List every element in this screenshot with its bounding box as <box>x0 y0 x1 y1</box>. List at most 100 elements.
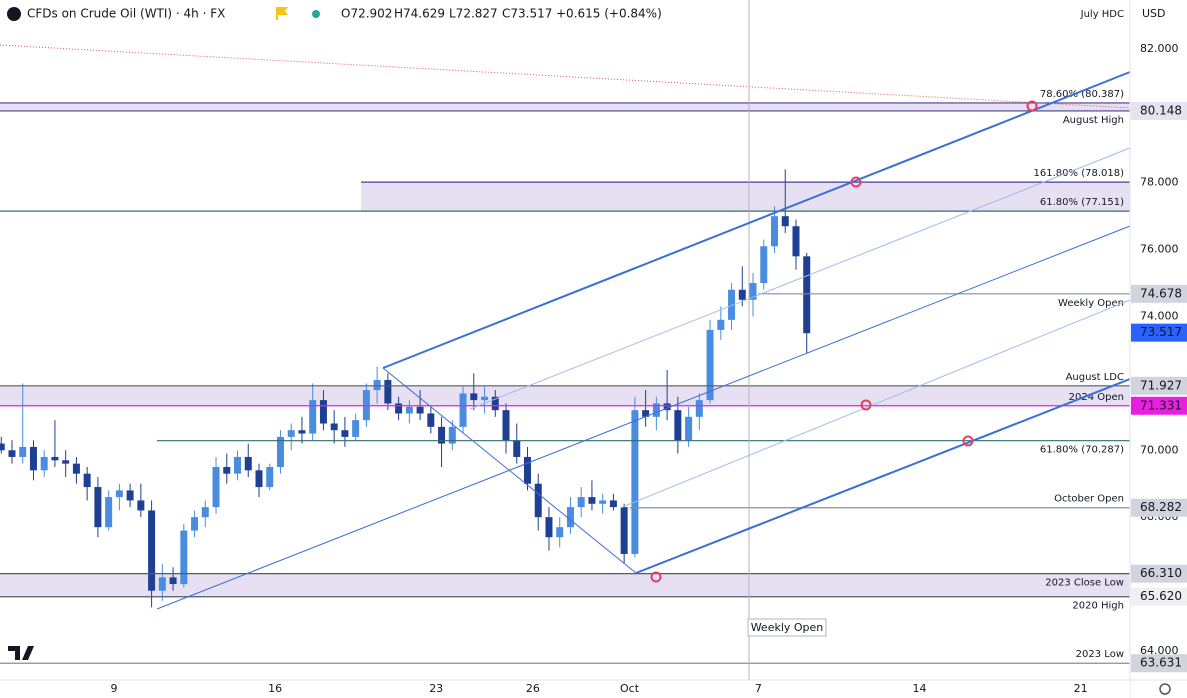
x-tick-label: 16 <box>268 682 282 695</box>
candle-body <box>29 446 37 471</box>
candle-body <box>395 403 403 414</box>
marker-circle <box>1026 100 1038 112</box>
candle-body <box>523 456 531 484</box>
candle-body <box>223 466 231 474</box>
y-tick-label: 82.000 <box>1140 42 1179 55</box>
candle-body <box>51 456 59 461</box>
y-tick-label: 78.000 <box>1140 176 1179 189</box>
level-label: 61.80% (70.287) <box>1040 445 1124 456</box>
candle-body <box>83 473 91 488</box>
marker-circle <box>962 435 974 447</box>
marker-circle <box>860 399 872 411</box>
candle-body <box>545 517 553 538</box>
candle-body <box>255 470 263 488</box>
ohlc-close: C73.517 <box>502 7 552 21</box>
price-tag-label: 71.927 <box>1140 378 1182 392</box>
price-tag <box>1131 396 1187 415</box>
x-tick-label: 23 <box>429 682 443 695</box>
level-band <box>0 385 1130 406</box>
price-tag <box>1131 498 1187 517</box>
price-tag <box>1131 564 1187 583</box>
candle-body <box>685 416 693 441</box>
price-tag-label: 68.282 <box>1140 500 1182 514</box>
candle-body <box>115 490 123 498</box>
x-tick-label: 21 <box>1074 682 1088 695</box>
last-price-tag <box>1131 323 1187 342</box>
candle-body <box>94 487 102 528</box>
x-tick-label: 14 <box>912 682 926 695</box>
marker-circle <box>850 176 862 188</box>
candle-body <box>62 460 70 464</box>
candle-body <box>362 390 370 421</box>
candle-body <box>405 406 413 414</box>
candle-body <box>502 410 510 441</box>
annotation: July HDC <box>1080 9 1124 20</box>
level-label: October Open <box>1054 494 1124 505</box>
candle-body <box>556 527 564 538</box>
candle-body <box>148 510 156 591</box>
plot-area: 78.60% (80.387) August High 161.80% (78.01… <box>0 89 1130 664</box>
ohlc-low: L72.827 <box>449 7 498 21</box>
candle-body <box>620 507 628 554</box>
x-tick-label: 9 <box>111 682 118 695</box>
level-band <box>0 573 1130 597</box>
candle-body <box>169 577 177 585</box>
candle-body <box>771 216 779 247</box>
pitchfork-leg <box>382 367 637 574</box>
logo <box>8 646 34 660</box>
weekly-open-box <box>747 618 827 637</box>
candle-body <box>201 507 209 518</box>
candle-body <box>309 400 317 434</box>
price-tag <box>1131 654 1187 673</box>
candle-body <box>728 289 736 320</box>
candle-body <box>470 393 478 401</box>
candle-body <box>609 500 617 508</box>
currency: USD <box>1142 7 1166 20</box>
candle-body <box>8 450 16 457</box>
candle-body <box>760 246 768 284</box>
candle-body <box>491 396 499 411</box>
candle-body <box>513 440 521 457</box>
x-tick-label: 26 <box>526 682 540 695</box>
candle-body <box>234 456 242 474</box>
candle-body <box>674 410 682 441</box>
candle-body <box>566 507 574 528</box>
channel-median <box>156 225 1131 610</box>
candle-body <box>126 490 134 501</box>
candle-body <box>0 443 5 451</box>
candle-body <box>330 423 338 431</box>
y-tick-label: 70.000 <box>1140 443 1179 456</box>
candle-body <box>749 283 757 300</box>
axis-labels: 82.00078.00076.00074.00070.00068.00064.0… <box>111 42 1187 695</box>
candle-body <box>244 456 252 471</box>
level-label: 2023 Low <box>1076 649 1124 660</box>
symbol-icon <box>7 7 21 21</box>
flag-icon[interactable] <box>276 7 288 20</box>
candle-body <box>319 400 327 424</box>
last-price-label: 73.517 <box>1140 325 1182 339</box>
market-status <box>312 10 320 18</box>
candle-body <box>588 497 596 504</box>
level-label: 61.80% (77.151) <box>1040 197 1124 208</box>
header-bg <box>0 0 660 26</box>
channel-quarter <box>619 299 1131 509</box>
drawings <box>0 0 1131 680</box>
candle-body <box>652 403 660 417</box>
y-tick-label: 76.000 <box>1140 243 1179 256</box>
candle-body <box>137 500 145 511</box>
candle-body <box>481 396 489 401</box>
channel-upper <box>382 71 1131 369</box>
candle-body <box>577 497 585 508</box>
channel-lower <box>635 378 1131 574</box>
candle-body <box>180 530 188 585</box>
settings-icon[interactable] <box>1159 683 1171 695</box>
candle-body <box>158 577 166 591</box>
candle-body <box>287 430 295 437</box>
candle-body <box>599 500 607 504</box>
y-tick-label: 64.000 <box>1140 644 1179 657</box>
price-tag <box>1131 284 1187 303</box>
symbol-title: CFDs on Crude Oil (WTI) · 4h · FX <box>27 7 225 21</box>
price-tag-label: 71.331 <box>1140 398 1182 412</box>
channel-quarter <box>469 147 1131 410</box>
